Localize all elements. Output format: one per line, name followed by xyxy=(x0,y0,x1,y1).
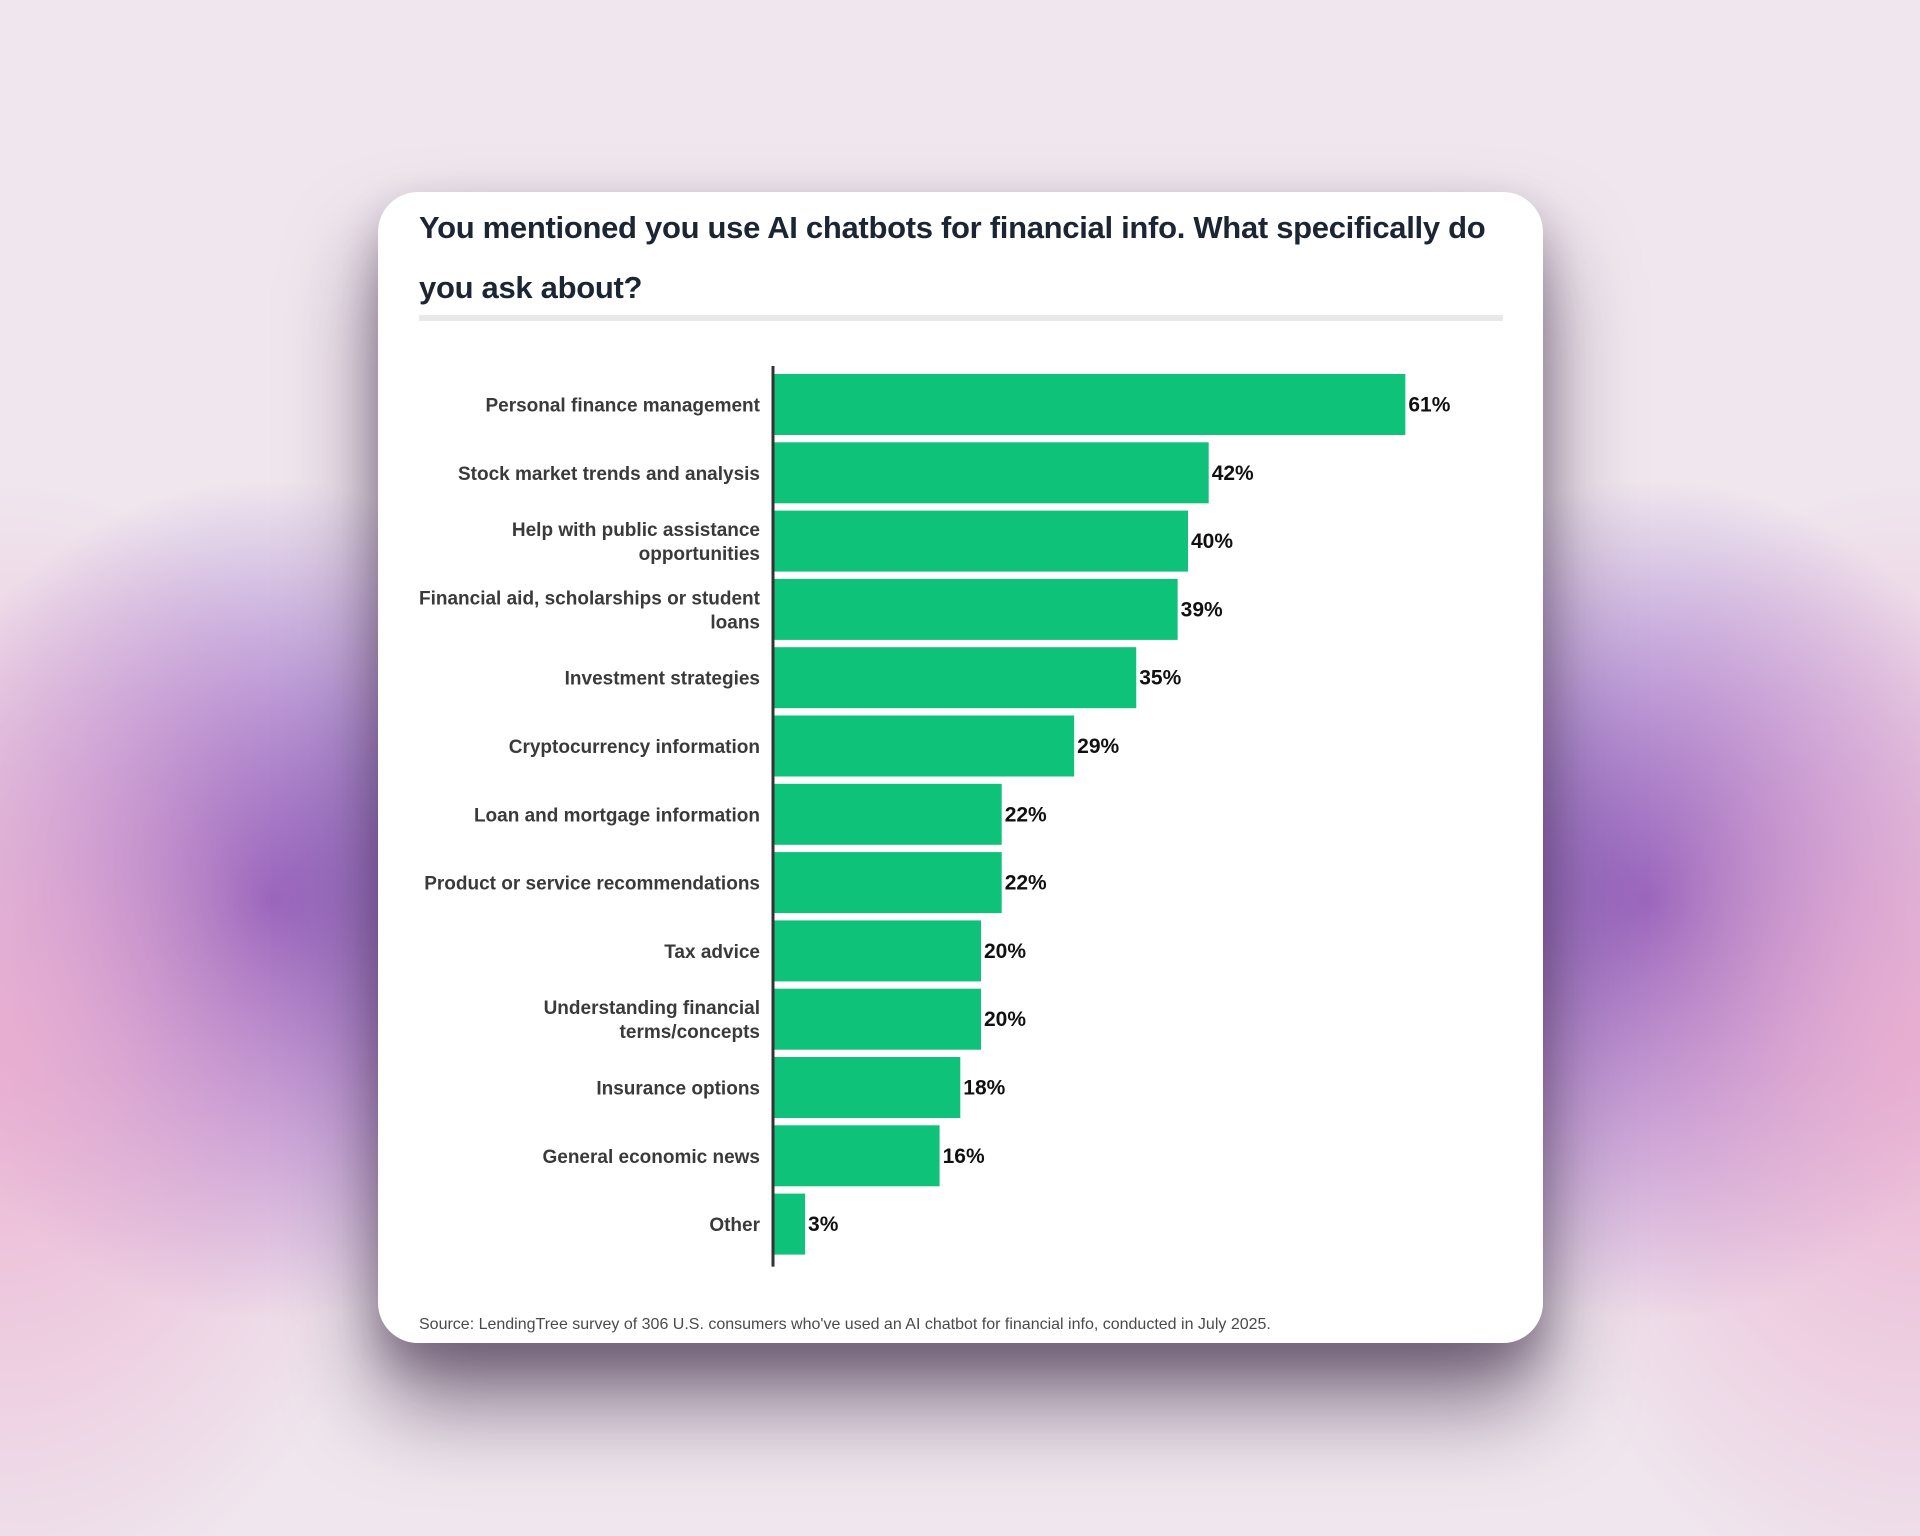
value-label: 61% xyxy=(1408,394,1450,417)
category-label-line: Personal finance management xyxy=(485,396,760,417)
value-label: 22% xyxy=(1005,872,1047,895)
bar xyxy=(774,783,1002,845)
chart-title: You mentioned you use AI chatbots for fi… xyxy=(419,210,1486,305)
bar xyxy=(774,988,981,1050)
bar xyxy=(774,1125,940,1187)
category-label: Investment strategies xyxy=(565,669,760,690)
category-label: Understanding financial terms/concepts xyxy=(544,998,760,1043)
category-label-line: Help with public assistance xyxy=(512,520,760,541)
category-label-line: Tax advice xyxy=(664,942,760,963)
category-label: Insurance options xyxy=(596,1079,760,1100)
category-label: Tax advice xyxy=(664,942,760,963)
bar xyxy=(774,1057,961,1118)
category-label-line: loans xyxy=(710,612,760,633)
category-label: Personal finance management xyxy=(485,396,760,417)
value-label: 3% xyxy=(808,1213,839,1236)
category-label: Loan and mortgage information xyxy=(474,805,760,826)
category-label: Other xyxy=(709,1215,760,1236)
value-label: 16% xyxy=(943,1145,985,1168)
category-label-line: Understanding financial xyxy=(544,998,760,1019)
bar xyxy=(774,578,1178,640)
category-label: Stock market trends and analysis xyxy=(458,464,760,485)
category-label: Cryptocurrency information xyxy=(509,737,760,758)
value-label: 40% xyxy=(1191,530,1233,553)
category-label-line: Loan and mortgage information xyxy=(474,805,760,826)
bar xyxy=(774,510,1188,572)
value-label: 29% xyxy=(1077,735,1119,758)
category-label: General economic news xyxy=(542,1147,760,1168)
category-label-line: Investment strategies xyxy=(565,669,760,690)
category-label-line: Cryptocurrency information xyxy=(509,737,760,758)
category-label-line: opportunities xyxy=(639,544,760,565)
category-label-line: Product or service recommendations xyxy=(424,874,760,895)
value-label: 20% xyxy=(984,940,1026,963)
category-label-line: Insurance options xyxy=(596,1079,760,1100)
bar-chart: 61% Personal finance management 42% Stock m… xyxy=(419,366,1451,1267)
chart-card: You mentioned you use AI chatbots for fi… xyxy=(378,192,1543,1343)
category-label: Financial aid, scholarships or student lo… xyxy=(419,588,761,633)
category-label-line: General economic news xyxy=(542,1147,760,1168)
bar xyxy=(774,647,1137,709)
bar xyxy=(774,442,1209,504)
bar xyxy=(774,920,981,982)
category-label-line: Financial aid, scholarships or student xyxy=(419,588,761,609)
category-label-line: Other xyxy=(709,1215,760,1236)
bar xyxy=(774,852,1002,914)
value-label: 35% xyxy=(1139,667,1181,690)
bar xyxy=(774,715,1075,777)
value-label: 22% xyxy=(1005,803,1047,826)
value-label: 39% xyxy=(1181,598,1223,621)
bar xyxy=(774,374,1406,435)
source-note: Source: LendingTree survey of 306 U.S. c… xyxy=(419,1316,1271,1333)
bar xyxy=(774,1193,806,1255)
value-label: 42% xyxy=(1212,462,1254,485)
value-label: 20% xyxy=(984,1008,1026,1031)
category-label-line: terms/concepts xyxy=(620,1022,760,1043)
category-label: Help with public assistance opportunities xyxy=(512,520,760,565)
value-label: 18% xyxy=(963,1077,1005,1100)
title-divider xyxy=(419,315,1503,321)
category-label-line: Stock market trends and analysis xyxy=(458,464,760,485)
category-label: Product or service recommendations xyxy=(424,874,760,895)
